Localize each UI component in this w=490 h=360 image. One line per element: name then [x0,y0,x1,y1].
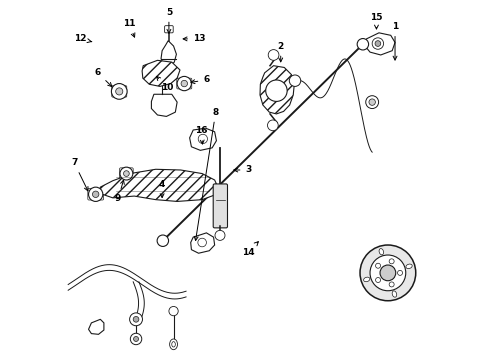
Circle shape [289,75,301,86]
Text: 3: 3 [234,166,252,175]
Circle shape [268,50,279,60]
Polygon shape [151,94,177,116]
Ellipse shape [170,339,177,350]
FancyBboxPatch shape [177,78,192,89]
Text: 11: 11 [122,19,135,37]
Circle shape [375,41,381,46]
Circle shape [380,265,396,281]
Circle shape [93,191,99,198]
Circle shape [198,238,206,247]
Ellipse shape [392,291,397,297]
Polygon shape [100,169,218,202]
FancyBboxPatch shape [213,184,227,228]
Circle shape [360,245,416,301]
Circle shape [157,235,169,247]
Circle shape [375,263,381,268]
Circle shape [397,270,402,275]
Text: 15: 15 [370,13,383,29]
Ellipse shape [364,277,370,282]
Circle shape [366,96,379,109]
Circle shape [357,39,368,50]
Circle shape [89,187,103,202]
Ellipse shape [406,264,412,269]
Text: 16: 16 [195,126,208,144]
Text: 13: 13 [183,35,205,44]
Polygon shape [142,60,180,86]
Circle shape [266,80,287,102]
Circle shape [375,278,381,283]
Text: 2: 2 [278,41,284,62]
Text: 6: 6 [191,76,210,85]
Circle shape [181,80,188,87]
Text: 1: 1 [392,22,398,60]
Circle shape [120,167,133,180]
Polygon shape [190,128,217,150]
FancyBboxPatch shape [120,168,133,179]
FancyBboxPatch shape [88,189,103,200]
FancyBboxPatch shape [112,86,127,97]
Text: 9: 9 [115,180,124,203]
Circle shape [372,38,384,49]
Circle shape [111,84,127,99]
Circle shape [169,306,178,316]
Circle shape [198,134,207,144]
Ellipse shape [379,249,384,255]
Text: 5: 5 [166,8,172,33]
Circle shape [369,99,375,105]
Circle shape [268,120,278,131]
Text: 10: 10 [156,76,173,92]
Text: 7: 7 [71,158,88,191]
Circle shape [130,333,142,345]
Circle shape [177,76,192,91]
Text: 6: 6 [95,68,112,86]
Polygon shape [191,233,215,253]
FancyBboxPatch shape [165,26,173,33]
Circle shape [133,316,139,322]
Circle shape [215,230,225,240]
Ellipse shape [172,342,175,347]
Circle shape [134,337,139,342]
Circle shape [370,255,406,291]
Polygon shape [161,41,176,66]
Circle shape [116,88,123,95]
Text: 12: 12 [74,35,92,44]
Text: 8: 8 [194,108,219,240]
Polygon shape [89,319,104,334]
Circle shape [130,313,143,326]
Circle shape [389,282,394,287]
Text: 4: 4 [159,180,165,198]
Polygon shape [260,66,294,114]
Circle shape [389,259,394,264]
Circle shape [123,171,129,176]
Text: 14: 14 [242,242,258,257]
Polygon shape [365,33,395,55]
